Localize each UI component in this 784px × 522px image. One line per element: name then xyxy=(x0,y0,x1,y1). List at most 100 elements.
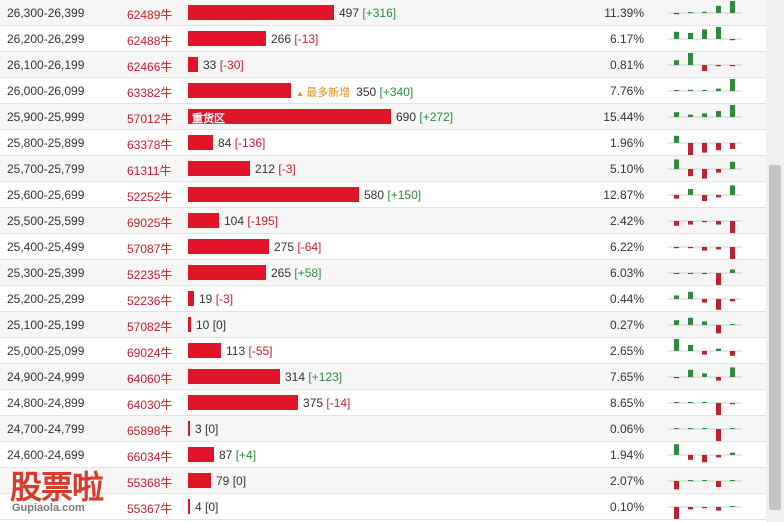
sparkline-bar xyxy=(702,321,707,325)
scrollbar-thumb[interactable] xyxy=(769,165,781,510)
table-row[interactable]: 24,800-24,899 64030牛 375 [-14] 8.65% xyxy=(0,390,766,416)
sparkline-bar xyxy=(730,480,735,481)
warrant-code-link[interactable]: 63382牛 xyxy=(127,86,173,100)
sparkline-bar xyxy=(688,33,693,39)
volume-change: [0] xyxy=(205,500,219,514)
warrant-code-link[interactable]: 64060牛 xyxy=(127,372,173,386)
table-row[interactable]: 25,800-25,899 63378牛 84 [-136] 1.96% xyxy=(0,130,766,156)
sparkline-bar xyxy=(716,27,721,39)
price-range: 25,500-25,599 xyxy=(7,214,85,228)
warrant-code-link[interactable]: 57087牛 xyxy=(127,242,173,256)
sparkline-bar xyxy=(702,143,707,153)
table-row[interactable]: 25,200-25,299 52236牛 19 [-3] 0.44% xyxy=(0,286,766,312)
sparkline-bar xyxy=(674,13,679,15)
sparkline-bar xyxy=(716,195,721,198)
trend-sparkline xyxy=(668,159,742,179)
trend-sparkline xyxy=(668,220,742,233)
percentage: 15.44% xyxy=(603,110,644,124)
scrollbar[interactable] xyxy=(766,0,784,522)
sparkline-bar xyxy=(730,247,735,259)
sparkline-bar xyxy=(674,444,679,455)
warrant-code-link[interactable]: 69025牛 xyxy=(127,216,173,230)
warrant-code-link[interactable]: 57082牛 xyxy=(127,320,173,334)
warrant-code-link[interactable]: 66034牛 xyxy=(127,450,173,464)
sparkline-bar xyxy=(674,247,679,249)
volume-bar xyxy=(188,343,221,358)
volume-bar xyxy=(188,395,298,410)
volume-label: 3 [0] xyxy=(195,422,218,436)
sparkline-bar xyxy=(730,39,735,41)
price-range: 25,300-25,399 xyxy=(7,266,85,280)
table-row[interactable]: 26,300-26,399 62489牛 497 [+316] 11.39% xyxy=(0,0,766,26)
sparkline-bar xyxy=(688,12,693,13)
volume-value: 33 xyxy=(203,58,217,72)
sparkline-bar xyxy=(688,507,693,510)
warrant-code-link[interactable]: 52252牛 xyxy=(127,190,173,204)
trend-sparkline xyxy=(668,105,742,118)
sparkline-bar xyxy=(730,269,735,273)
volume-change: [+123] xyxy=(308,370,343,384)
sparkline-bar xyxy=(730,324,735,325)
warrant-code-link[interactable]: 69024牛 xyxy=(127,346,173,360)
sparkline-bar xyxy=(688,480,693,481)
percentage: 0.10% xyxy=(609,500,644,514)
table-row[interactable]: 25,300-25,399 52235牛 265 [+58] 6.03% xyxy=(0,260,766,286)
volume-label: 113 [-55] xyxy=(226,344,273,358)
volume-label: ▲ 最多新增 350 [+340] xyxy=(296,84,413,100)
price-range: 25,200-25,299 xyxy=(7,292,85,306)
warrant-code-link[interactable]: 64030牛 xyxy=(127,398,173,412)
table-row[interactable]: 26,000-26,099 63382牛 ▲ 最多新增 350 [+340] 7.76% xyxy=(0,78,766,104)
volume-change: [+316] xyxy=(362,6,397,20)
sparkline-bar xyxy=(674,320,679,325)
table-row[interactable]: 24,700-24,799 65898牛 3 [0] 0.06% xyxy=(0,416,766,442)
sparkline-bar xyxy=(674,60,679,65)
sparkline-bar xyxy=(702,273,707,274)
price-range: 25,600-25,699 xyxy=(7,188,85,202)
volume-label: 497 [+316] xyxy=(339,6,396,20)
trend-sparkline xyxy=(668,185,742,201)
table-row[interactable]: 26,200-26,299 62488牛 266 [-13] 6.17% xyxy=(0,26,766,52)
warrant-code-link[interactable]: 63378牛 xyxy=(127,138,173,152)
sparkline-bar xyxy=(702,29,707,39)
table-row[interactable]: 26,100-26,199 62466牛 33 [-30] 0.81% xyxy=(0,52,766,78)
trend-sparkline xyxy=(668,428,742,441)
watermark-logo: 股票啦 Gupiaola.com xyxy=(4,462,116,520)
warrant-code-link[interactable]: 52236牛 xyxy=(127,294,173,308)
table-row[interactable]: 25,900-25,999 57012牛 重货区 690 [+272] 15.44% xyxy=(0,104,766,130)
table-row[interactable]: 25,400-25,499 57087牛 275 [-64] 6.22% xyxy=(0,234,766,260)
warrant-code-link[interactable]: 55368牛 xyxy=(127,476,173,490)
sparkline-bar xyxy=(674,507,679,519)
warrant-code-link[interactable]: 61311牛 xyxy=(127,164,172,178)
table-row[interactable]: 55367牛 4 [0] 0.10% xyxy=(0,494,766,520)
warrant-code-link[interactable]: 62488牛 xyxy=(127,34,173,48)
sparkline-bar xyxy=(702,247,707,251)
table-row[interactable]: 25,500-25,599 69025牛 104 [-195] 2.42% xyxy=(0,208,766,234)
price-range: 24,900-24,999 xyxy=(7,370,85,384)
table-row[interactable]: 24,600-24,699 66034牛 87 [+4] 1.94% xyxy=(0,442,766,468)
sparkline-bar xyxy=(716,273,721,285)
table-row[interactable]: 25,100-25,199 57082牛 10 [0] 0.27% xyxy=(0,312,766,338)
sparkline-bar xyxy=(730,403,735,405)
percentage: 2.42% xyxy=(609,214,644,228)
volume-value: 690 xyxy=(396,110,417,124)
price-range: 25,400-25,499 xyxy=(7,240,85,254)
volume-value: 3 xyxy=(195,422,202,436)
warrant-code-link[interactable]: 55367牛 xyxy=(127,502,173,516)
volume-label: 212 [-3] xyxy=(255,162,296,176)
volume-bar xyxy=(188,499,190,514)
warrant-code-link[interactable]: 57012牛 xyxy=(127,112,173,126)
table-row[interactable]: 55368牛 79 [0] 2.07% xyxy=(0,468,766,494)
table-row[interactable]: 25,600-25,699 52252牛 580 [+150] 12.87% xyxy=(0,182,766,208)
table-row[interactable]: 25,000-25,099 69024牛 113 [-55] 2.65% xyxy=(0,338,766,364)
warrant-code-link[interactable]: 52235牛 xyxy=(127,268,173,282)
table-row[interactable]: 25,700-25,799 61311牛 212 [-3] 5.10% xyxy=(0,156,766,182)
sparkline-bar xyxy=(730,185,735,195)
sparkline-bar xyxy=(674,195,679,199)
volume-value: 10 xyxy=(196,318,210,332)
warrant-code-link[interactable]: 62466牛 xyxy=(127,60,173,74)
warrant-code-link[interactable]: 65898牛 xyxy=(127,424,173,438)
volume-bar xyxy=(188,447,214,462)
table-row[interactable]: 24,900-24,999 64060牛 314 [+123] 7.65% xyxy=(0,364,766,390)
warrant-code-link[interactable]: 62489牛 xyxy=(127,8,173,22)
trend-sparkline xyxy=(668,339,742,356)
